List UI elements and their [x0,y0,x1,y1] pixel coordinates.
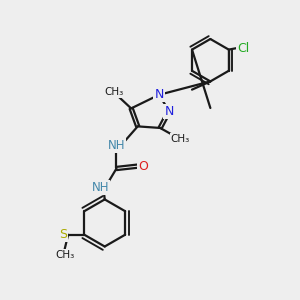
Text: NH: NH [108,139,125,152]
Text: N: N [164,105,174,118]
Text: O: O [138,160,148,172]
Text: Cl: Cl [237,42,250,55]
Text: CH₃: CH₃ [170,134,190,144]
Text: CH₃: CH₃ [55,250,74,260]
Text: NH: NH [92,181,109,194]
Text: S: S [59,228,67,241]
Text: N: N [154,88,164,101]
Text: CH₃: CH₃ [105,87,124,97]
